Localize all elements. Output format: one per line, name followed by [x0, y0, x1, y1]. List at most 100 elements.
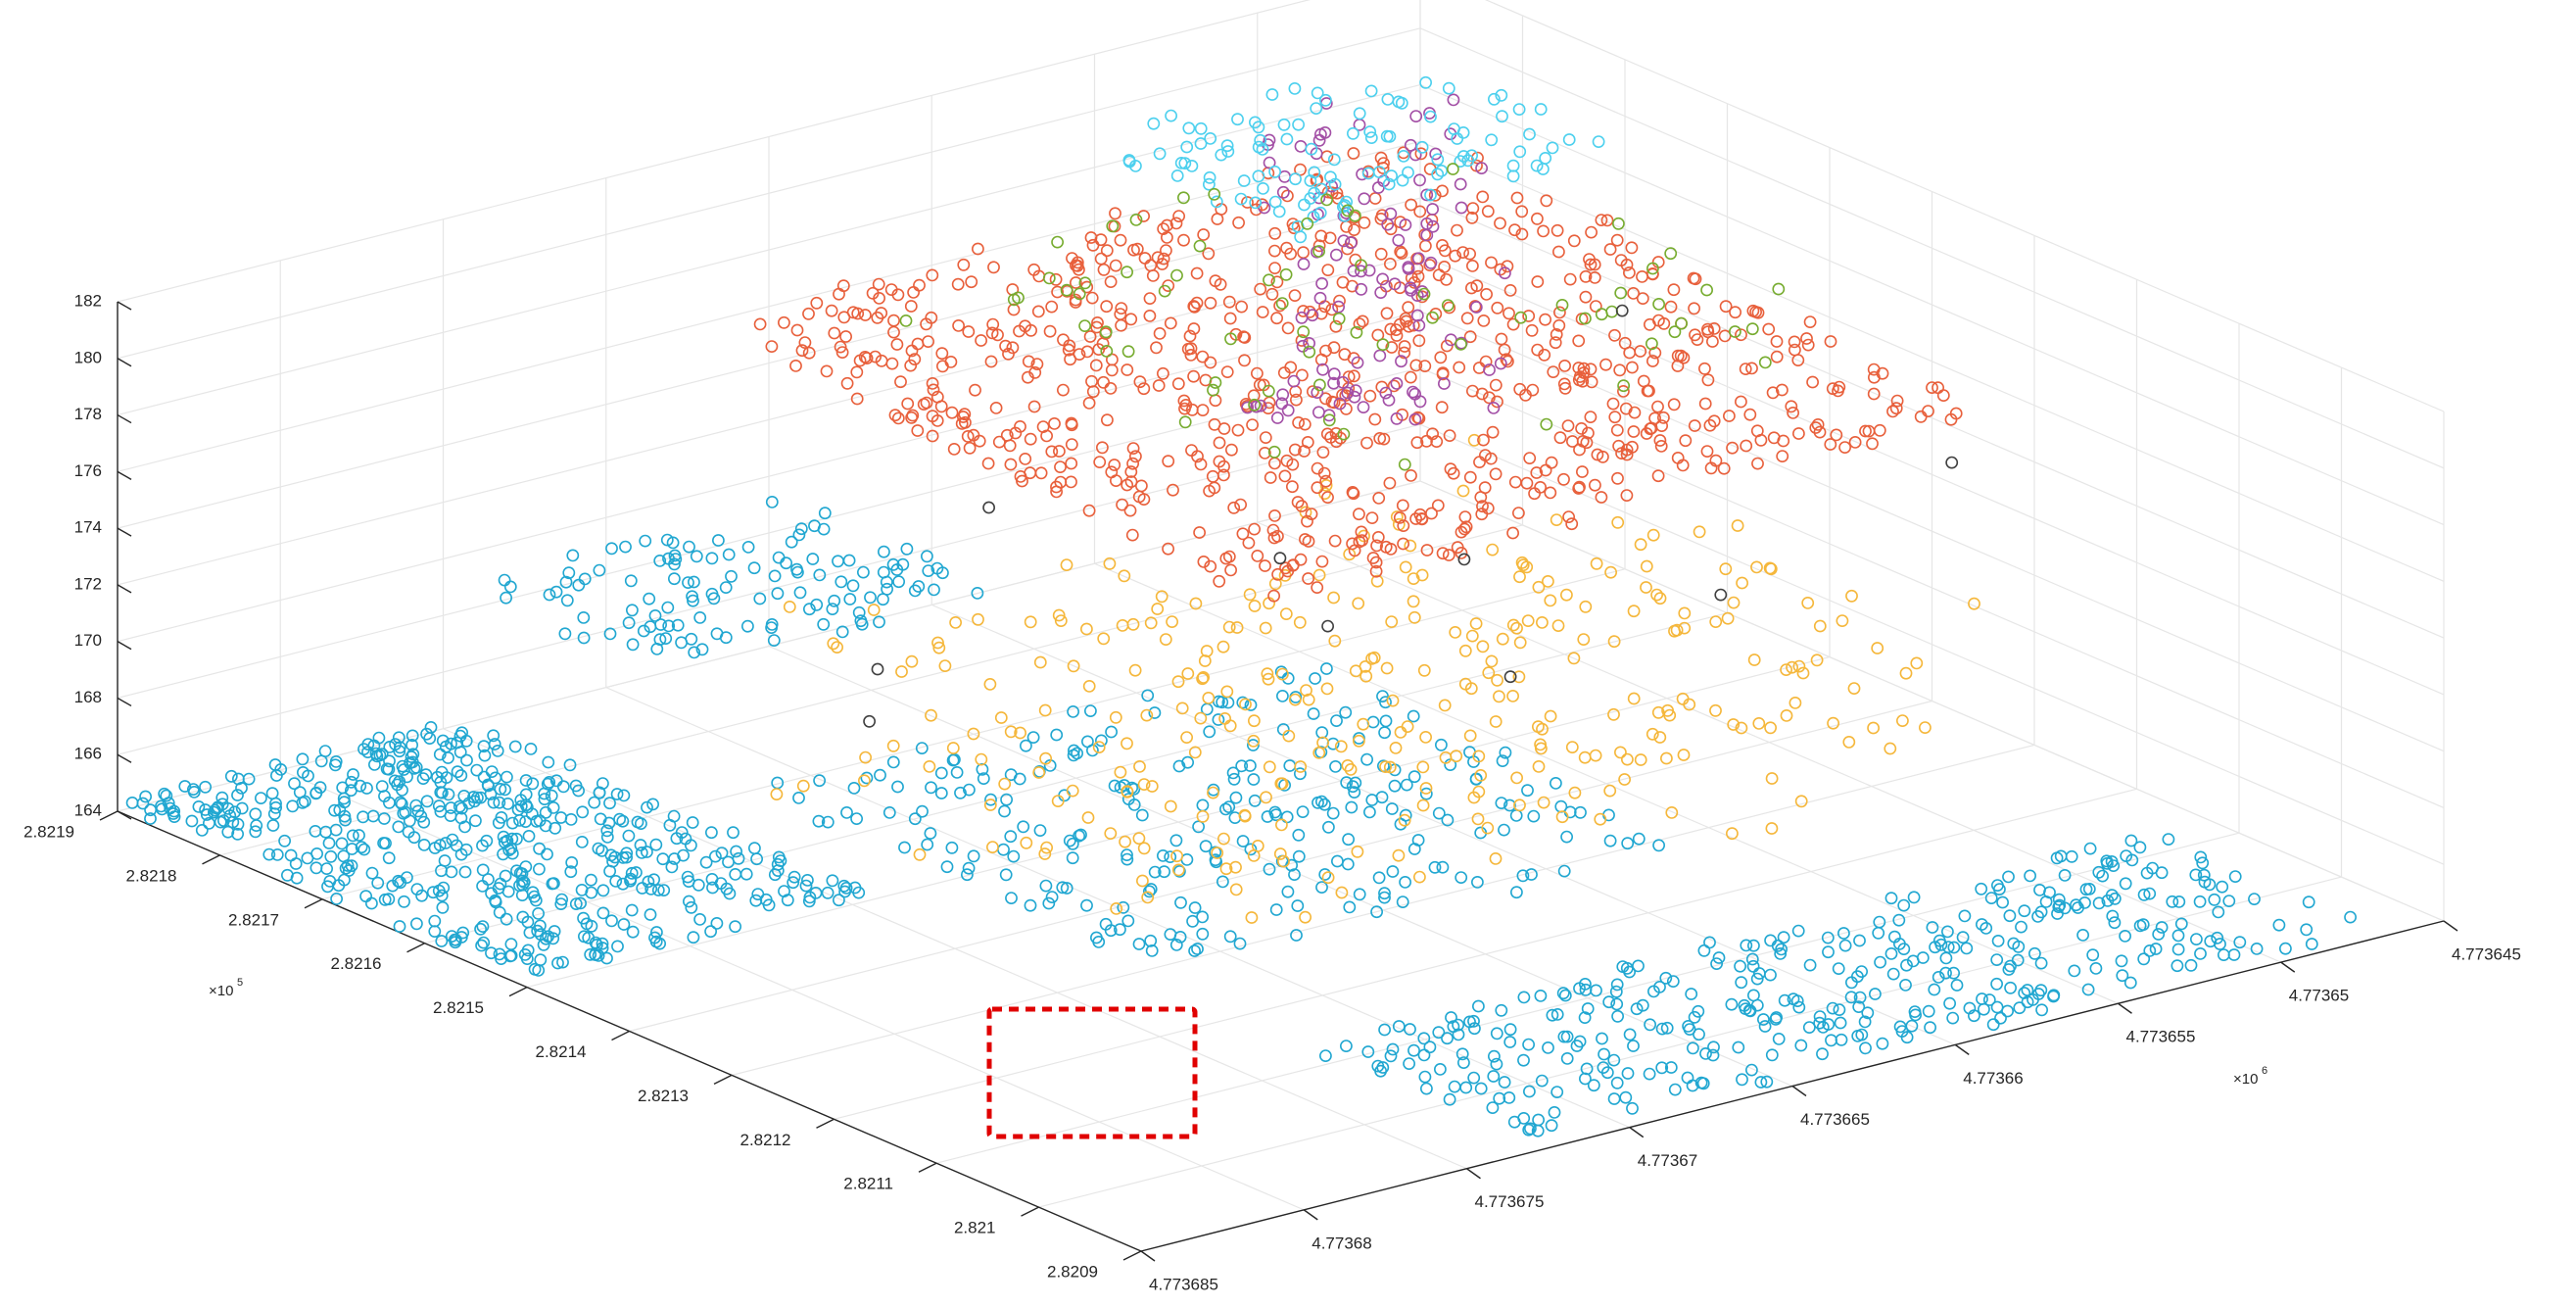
- roof-point: [1562, 510, 1575, 523]
- purple-point: [1374, 286, 1388, 299]
- ground-point: [2027, 946, 2041, 960]
- vegetation-point: [1328, 634, 1342, 648]
- ground-point: [407, 831, 421, 845]
- ground-point: [1750, 972, 1764, 986]
- roof-point: [1813, 425, 1827, 439]
- vegetation-point: [1196, 672, 1209, 686]
- x-tick-mark: [304, 898, 323, 909]
- vegetation-point: [1842, 736, 1856, 749]
- ground-point: [1745, 952, 1759, 966]
- vegetation-point: [1327, 591, 1340, 605]
- roof-point: [1062, 343, 1075, 357]
- ground-point: [916, 804, 929, 818]
- ground-point: [908, 584, 922, 598]
- ground-point: [1844, 991, 1858, 1004]
- vegetation-point: [1137, 778, 1151, 791]
- ground-point: [1169, 939, 1183, 951]
- roof-point: [1745, 362, 1758, 375]
- ground-point: [1924, 1021, 1936, 1035]
- green-point: [1121, 345, 1135, 359]
- purple-point: [1311, 386, 1324, 399]
- vegetation-point: [1251, 840, 1264, 852]
- vegetation-point: [1544, 594, 1557, 607]
- roof-point: [908, 353, 922, 365]
- ground-point: [1968, 1009, 1980, 1023]
- vegetation-point: [1510, 771, 1523, 785]
- ground-point: [1372, 871, 1386, 885]
- ground-point: [686, 816, 699, 829]
- roof-point: [1618, 336, 1632, 350]
- vegetation-point: [1847, 682, 1861, 695]
- ground-point: [826, 874, 839, 888]
- ground-point: [2096, 869, 2109, 883]
- ground-point: [748, 842, 761, 855]
- ground-point: [519, 788, 533, 801]
- ground-point: [1668, 1083, 1682, 1096]
- ground-point: [1550, 1008, 1564, 1021]
- ground-point: [1647, 985, 1660, 998]
- y-tick-mark: [1629, 1127, 1645, 1138]
- roof-point: [984, 355, 998, 368]
- roof-point: [1557, 377, 1571, 391]
- roof-point: [1330, 435, 1343, 449]
- purple-point: [1379, 386, 1393, 400]
- floor-gridline: [931, 604, 1956, 1045]
- ground-point: [453, 746, 467, 759]
- roof-point: [1435, 401, 1449, 414]
- cyan-point: [1268, 165, 1281, 178]
- ground-point: [1013, 772, 1026, 786]
- roof-point: [1290, 393, 1303, 407]
- floor-gridline: [1257, 521, 2281, 963]
- roof-point: [1740, 439, 1753, 453]
- ground-point: [296, 752, 310, 766]
- purple-point: [1413, 395, 1427, 409]
- ground-point: [585, 873, 597, 887]
- roof-point: [926, 376, 939, 390]
- dark-point: [863, 714, 876, 728]
- ground-point: [202, 816, 215, 830]
- ground-point: [656, 852, 670, 866]
- ground-point: [335, 837, 349, 850]
- ground-point: [403, 814, 416, 828]
- roof-point: [907, 285, 920, 299]
- vegetation-point: [895, 665, 908, 678]
- ground-point: [600, 831, 614, 844]
- roof-point: [1301, 514, 1313, 528]
- ground-point: [1319, 1049, 1332, 1062]
- ground-point: [195, 824, 209, 837]
- cyan-point: [1194, 121, 1208, 135]
- ground-point: [554, 897, 568, 910]
- ground-point: [1573, 1035, 1587, 1048]
- roof-point: [1224, 563, 1237, 577]
- vegetation-point: [1312, 747, 1326, 759]
- vegetation-point: [1604, 565, 1617, 579]
- x-tick-mark: [202, 854, 220, 865]
- roof-point: [1922, 405, 1934, 417]
- vegetation-point: [1243, 588, 1257, 602]
- y-tick-mark: [1140, 1250, 1156, 1262]
- roof-point: [1251, 550, 1264, 562]
- ground-point: [634, 839, 647, 851]
- roof-point: [1729, 306, 1741, 319]
- vegetation-point: [1640, 581, 1652, 594]
- ground-point: [1157, 849, 1169, 862]
- roof-point: [1171, 377, 1185, 391]
- ground-point: [1276, 690, 1289, 702]
- ground-point: [1703, 936, 1716, 949]
- x-tick-label: 2.8214: [536, 1042, 587, 1061]
- x-tick-label: 2.8218: [126, 866, 177, 885]
- ground-point: [1579, 983, 1593, 996]
- roof-point: [1468, 300, 1482, 313]
- ground-point: [1467, 1014, 1480, 1028]
- roof-point: [1430, 435, 1444, 448]
- ground-point: [519, 815, 532, 828]
- ground-point: [2058, 869, 2072, 882]
- roof-point: [1019, 319, 1031, 333]
- ground-point: [2052, 893, 2066, 906]
- vegetation-point: [1550, 513, 1563, 526]
- ground-point: [860, 771, 874, 785]
- ground-point: [1950, 979, 1964, 992]
- ground-point: [2035, 1003, 2048, 1017]
- vegetation-point: [1677, 749, 1691, 761]
- ground-point: [1471, 876, 1484, 889]
